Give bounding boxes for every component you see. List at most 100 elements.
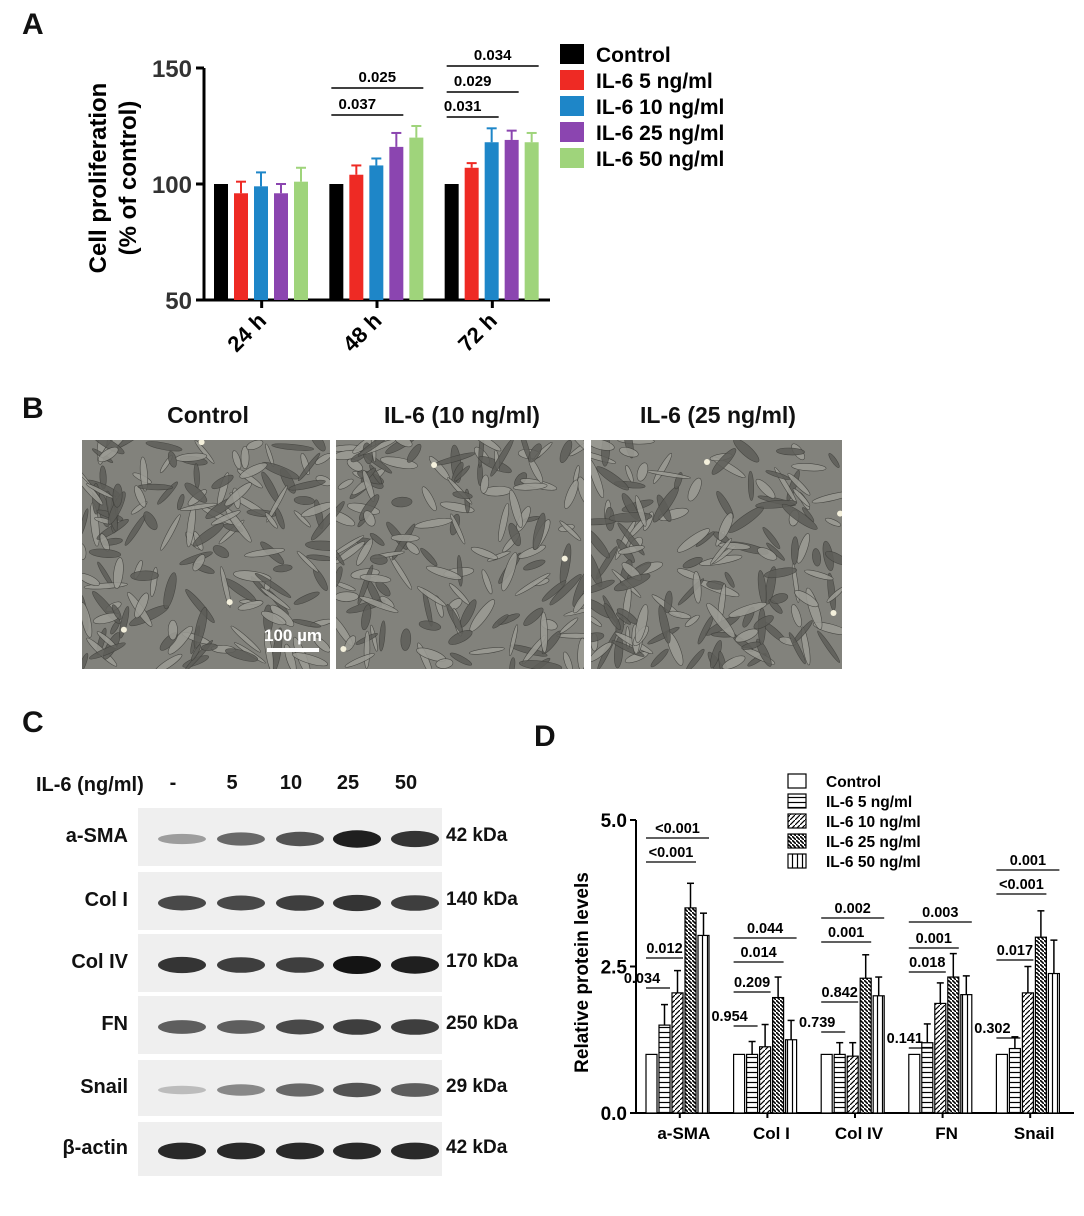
cell-shape (271, 443, 315, 451)
blot-band (217, 1084, 265, 1096)
cell-shape (344, 635, 357, 652)
cell-shape (509, 489, 523, 529)
cell-shape (616, 612, 631, 625)
cell-shape (240, 445, 250, 470)
cell-shape (176, 493, 185, 511)
cell-shape (82, 653, 89, 669)
x-tick-label: 24 h (222, 308, 271, 357)
cell-shape (210, 510, 241, 526)
blot-band (276, 1019, 324, 1035)
micrograph-control: 100 µm (82, 440, 330, 669)
cell-shape (137, 483, 174, 491)
cell-shape (306, 554, 330, 562)
cell-shape (523, 607, 544, 626)
bright-cell (120, 626, 127, 633)
panel-letter-b: B (22, 392, 44, 425)
cell-shape (391, 496, 413, 508)
x-tick-label: 48 h (338, 308, 387, 357)
x-tick-label: Col IV (835, 1124, 884, 1143)
p-value-label: 0.001 (916, 931, 952, 947)
cell-shape (564, 479, 579, 509)
cell-shape (435, 658, 454, 669)
cell-shape (573, 590, 584, 614)
bar (759, 1046, 772, 1114)
legend-swatch (560, 70, 584, 90)
cell-shape (336, 535, 365, 557)
cell-shape (721, 655, 746, 669)
cell-shape (134, 592, 149, 619)
cell-shape (82, 573, 100, 586)
blot-protein-label: FN (101, 1013, 128, 1035)
bright-cell (703, 459, 710, 466)
cell-shape (225, 648, 259, 662)
cell-shape (498, 503, 510, 543)
cell-shape (747, 470, 755, 501)
blot-band (276, 1083, 324, 1097)
legend-label: IL-6 10 ng/ml (596, 96, 724, 119)
cell-shape (113, 557, 124, 589)
cell-shape (254, 572, 292, 598)
blot-band (391, 956, 439, 974)
cell-shape (826, 586, 842, 603)
cell-shape (481, 569, 493, 595)
cell-shape (763, 567, 797, 579)
cell-shape (757, 547, 778, 561)
cell-shape (825, 551, 842, 566)
legend-label: Control (596, 44, 671, 67)
bar (294, 181, 308, 300)
cell-shape (112, 483, 123, 508)
x-tick-label: Col I (753, 1124, 790, 1143)
bar (908, 1053, 921, 1114)
blot-band (217, 1142, 265, 1160)
p-value-label: 0.141 (887, 1031, 923, 1047)
cell-shape (359, 573, 392, 583)
cell-shape (82, 508, 89, 537)
p-value-label: 0.029 (454, 73, 492, 90)
cell-shape (448, 629, 473, 645)
p-value-label: <0.001 (655, 821, 700, 837)
cell-shape (591, 579, 615, 594)
blot-kda-label: 42 kDa (446, 1137, 508, 1158)
cell-shape (619, 446, 639, 458)
cell-shape (400, 628, 412, 651)
cell-shape (653, 452, 673, 484)
blot-protein-label: a-SMA (65, 825, 128, 847)
cell-shape (800, 626, 811, 666)
cell-shape (297, 452, 321, 481)
cell-shape (470, 546, 499, 560)
blot-kda-label: 140 kDa (446, 889, 518, 910)
cell-shape (762, 526, 781, 549)
bar (1008, 1047, 1021, 1114)
x-tick-label: a-SMA (657, 1124, 710, 1143)
blot-band (158, 1142, 206, 1160)
cell-shape (357, 440, 393, 457)
cell-shape (363, 510, 376, 527)
cell-shape (468, 647, 505, 655)
panel-letter-a: A (22, 8, 44, 41)
bar (444, 184, 459, 300)
blot-band (158, 1085, 206, 1095)
cell-shape (776, 447, 805, 456)
cell-shape (591, 528, 610, 559)
cell-shape (192, 522, 225, 547)
cell-shape (344, 653, 375, 668)
cell-shape (356, 538, 373, 566)
cell-shape (160, 514, 181, 551)
p-value-label: 0.018 (909, 955, 945, 971)
blot-protein-label: Col I (84, 889, 128, 911)
blot-strip (138, 808, 442, 866)
blot-strip (138, 872, 442, 930)
cell-shape (82, 602, 93, 638)
cell-shape (788, 632, 806, 665)
cell-shape (167, 619, 178, 641)
bright-cell (431, 462, 438, 469)
bar (833, 1053, 846, 1114)
blot-band (276, 895, 324, 911)
blot-band (217, 1020, 265, 1034)
p-value-label: 0.002 (835, 901, 871, 917)
blot-band (217, 832, 265, 846)
cell-shape (733, 440, 760, 463)
cell-shape (191, 644, 201, 661)
cell-shape (753, 615, 774, 630)
cell-shape (212, 545, 230, 559)
